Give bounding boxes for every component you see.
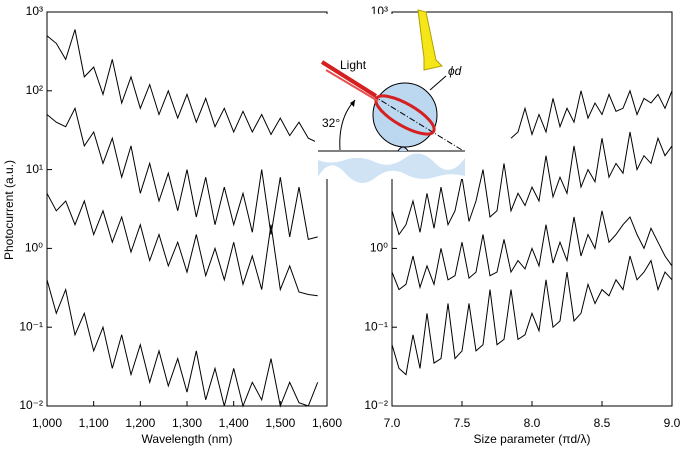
substrate <box>318 153 465 183</box>
x-tick-label: 1,500 <box>265 416 295 430</box>
orbit <box>374 94 436 136</box>
x-tick-label: 1,400 <box>219 416 249 430</box>
spectrum-line <box>391 255 673 376</box>
inset-diagram: Light 32° ϕd <box>315 9 470 183</box>
angle-arrow <box>350 100 355 107</box>
pointer <box>429 75 447 91</box>
annotation: Light <box>340 58 367 72</box>
x-tick-label: 7.5 <box>454 416 471 430</box>
light-beam <box>320 60 378 98</box>
y-tick-label: 10⁰ <box>25 241 43 255</box>
x-tick-label: 1,100 <box>79 416 109 430</box>
x-tick-label: 1,200 <box>125 416 155 430</box>
spectrum-line <box>46 106 318 241</box>
x-tick-label: 1,600 <box>312 416 342 430</box>
x-axis-label: Wavelength (nm) <box>142 432 233 446</box>
spectrum-line <box>46 29 318 144</box>
y-tick-label: 10³ <box>26 4 43 18</box>
y-axis-label: Photocurrent (a.u.) <box>2 160 16 260</box>
x-tick-label: 9.0 <box>664 416 681 430</box>
annotation: 32° <box>322 116 340 130</box>
x-tick-label: 8.5 <box>594 416 611 430</box>
x-tick-label: 1,000 <box>32 416 62 430</box>
x-tick-label: 8.0 <box>524 416 541 430</box>
y-tick-label: 10⁻² <box>19 398 43 412</box>
plots: 10⁻² 10⁻¹ 10⁰ 10¹ 10² 10³ 1,000 1,100 1,200 1,300… <box>19 4 680 446</box>
y-tick-label: 10⁰ <box>370 241 388 255</box>
x-tick-label: 7.0 <box>384 416 401 430</box>
y-tick-label: 10⁻² <box>364 398 388 412</box>
spectrum-line <box>46 193 318 297</box>
y-tick-label: 10⁻¹ <box>19 319 43 333</box>
y-tick-label: 10² <box>26 83 43 97</box>
x-tick-label: 1,300 <box>172 416 202 430</box>
light-beam <box>325 69 379 102</box>
axis-line <box>371 94 463 151</box>
probe <box>417 9 443 71</box>
annotation: ϕd <box>448 64 462 78</box>
spectrum-line <box>46 279 319 408</box>
spectrum-line <box>391 131 673 236</box>
spectrum-line <box>510 89 673 139</box>
y-tick-label: 10⁻¹ <box>364 319 388 333</box>
y-tick-label: 10¹ <box>26 162 43 176</box>
x-axis-label: Size parameter (πd/λ) <box>474 432 591 446</box>
spectrum-line <box>391 210 673 291</box>
